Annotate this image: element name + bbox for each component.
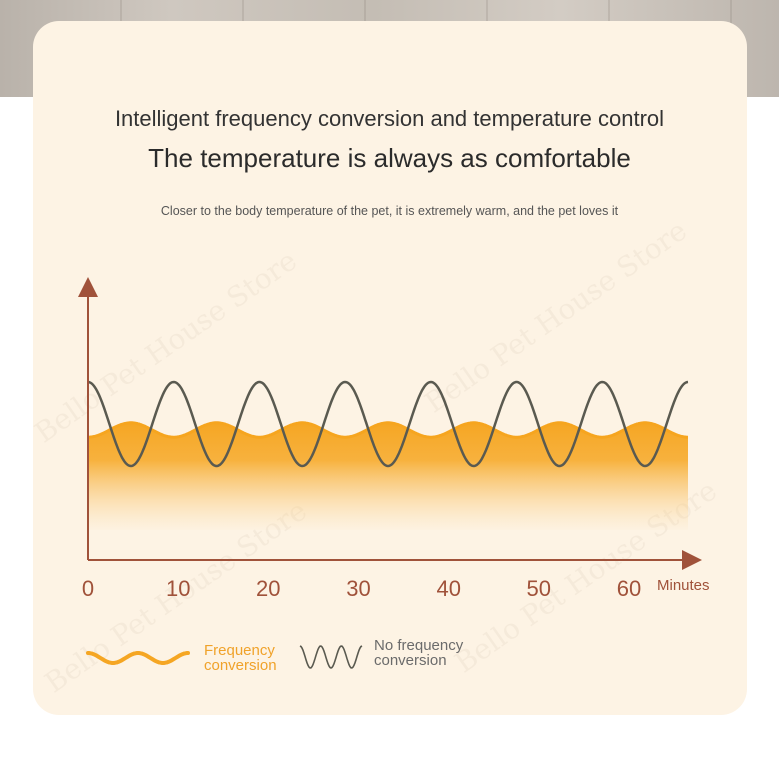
frequency-conversion-area xyxy=(88,422,688,530)
x-tick-label: 50 xyxy=(527,576,551,601)
x-axis-arrow xyxy=(682,550,702,570)
y-axis-arrow xyxy=(78,277,98,297)
page-description: Closer to the body temperature of the pe… xyxy=(160,204,619,218)
legend-frequency-label: Frequency conversion xyxy=(204,643,277,673)
no-frequency-conversion-line xyxy=(87,380,689,468)
x-tick-label: 60 xyxy=(617,576,641,601)
x-tick-label: 10 xyxy=(166,576,190,601)
x-tick-label: 0 xyxy=(82,576,94,601)
x-tick-label: 40 xyxy=(436,576,460,601)
frequency-conversion-line xyxy=(88,421,688,439)
x-tick-label: 30 xyxy=(346,576,370,601)
legend-no-frequency-swatch xyxy=(299,645,363,669)
page-subtitle: The temperature is always as comfortable xyxy=(148,143,631,173)
legend-no-frequency-text: No frequency conversion xyxy=(374,637,464,669)
content-card xyxy=(33,21,747,715)
legend-frequency-text: Frequency conversion xyxy=(204,642,277,674)
legend-frequency-swatch xyxy=(86,651,190,665)
x-axis-unit-label: Minutes xyxy=(657,577,710,594)
x-tick-label: 20 xyxy=(256,576,280,601)
page-title: Intelligent frequency conversion and tem… xyxy=(114,106,665,131)
legend-no-frequency-label: No frequency conversion xyxy=(374,638,463,668)
